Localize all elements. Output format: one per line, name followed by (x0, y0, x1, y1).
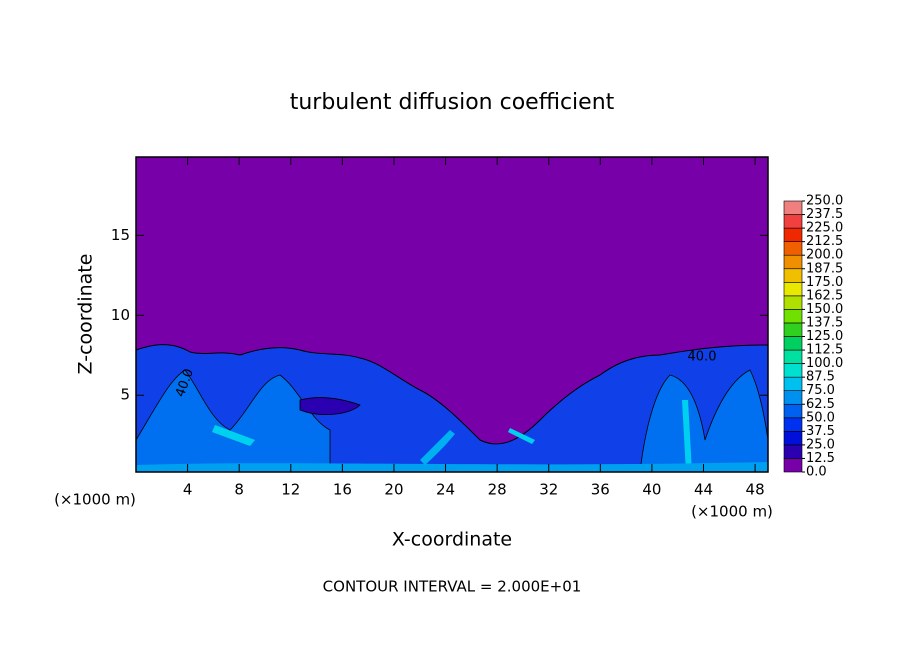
colorbar-box (783, 363, 803, 378)
colorbar-label: 175.0 (806, 275, 843, 290)
colorbar-box (783, 281, 803, 297)
colorbar-box (783, 336, 803, 351)
colorbar-box (783, 309, 803, 324)
colorbar-label: 250.0 (806, 194, 843, 209)
colorbar-label: 62.5 (806, 397, 835, 412)
colorbar-box (783, 403, 803, 419)
colorbar-box (783, 241, 803, 256)
x-tick-label: 28 (488, 481, 507, 499)
colorbar-label: 37.5 (806, 424, 835, 439)
colorbar-label: 75.0 (806, 383, 835, 398)
contour-label: 40.0 (688, 350, 717, 365)
colorbar-label: 12.5 (806, 451, 835, 466)
y-axis-label: Z-coordinate (75, 254, 97, 375)
colorbar-label: 125.0 (806, 329, 843, 344)
x-tick-label: 40 (642, 481, 661, 499)
y-tick-label: 5 (120, 386, 130, 404)
colorbar-box (783, 254, 803, 270)
colorbar-box (783, 214, 803, 229)
turbulent-field (135, 344, 769, 473)
colorbar-box (783, 431, 803, 446)
colorbar-label: 162.5 (806, 288, 843, 303)
x-unit: (×1000 m) (691, 503, 773, 521)
colorbar-label: 100.0 (806, 356, 843, 371)
chart-title: turbulent diffusion coefficient (290, 90, 615, 115)
x-tick-label: 32 (539, 481, 558, 499)
x-tick-label: 20 (384, 481, 403, 499)
y-tick-label: 10 (111, 306, 130, 324)
colorbar-label: 225.0 (806, 221, 843, 236)
colorbar-box (783, 417, 803, 432)
colorbar-label: 137.5 (806, 315, 843, 330)
colorbar-box (783, 322, 803, 337)
colorbar-label: 0.0 (806, 465, 827, 480)
colorbar-label: 237.5 (806, 207, 843, 222)
colorbar-box (783, 390, 803, 405)
x-tick-label: 16 (333, 481, 352, 499)
y-tick-label: 15 (111, 226, 130, 244)
colorbar-box (783, 376, 803, 391)
colorbar-label: 87.5 (806, 370, 835, 385)
footer: CONTOUR INTERVAL = 2.000E+01 (323, 578, 582, 596)
colorbar-label: 112.5 (806, 343, 843, 358)
x-axis-label: X-coordinate (392, 529, 512, 551)
colorbar-box (783, 227, 803, 242)
x-tick-label: 36 (591, 481, 610, 499)
colorbar-label: 200.0 (806, 248, 843, 263)
colorbar-label: 50.0 (806, 410, 835, 425)
colorbar-box (783, 200, 803, 215)
colorbar-box (783, 458, 803, 473)
colorbar-label: 212.5 (806, 234, 843, 249)
x-tick-label: 12 (281, 481, 300, 499)
colorbar-label: 150.0 (806, 302, 843, 317)
colorbar-box (783, 444, 803, 459)
colorbar-box (783, 349, 803, 364)
colorbar-label: 187.5 (806, 261, 843, 276)
colorbar-label: 25.0 (806, 437, 835, 452)
x-tick-label: 24 (436, 481, 455, 499)
colorbar-box (783, 295, 803, 310)
colorbar-box (783, 268, 803, 283)
x-unit: (×1000 m) (54, 491, 136, 509)
x-tick-label: 44 (694, 481, 713, 499)
x-tick-label: 4 (183, 481, 193, 499)
plot-frame (135, 156, 769, 473)
x-tick-label: 48 (746, 481, 765, 499)
x-tick-label: 8 (234, 481, 244, 499)
